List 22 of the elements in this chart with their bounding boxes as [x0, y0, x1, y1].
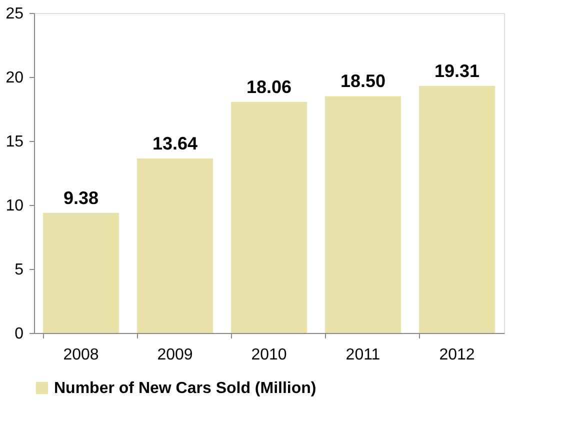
bar: [137, 158, 213, 333]
data-label: 9.38: [63, 188, 99, 208]
x-tick-label: 2010: [251, 346, 287, 364]
x-tick-label: 2012: [439, 346, 475, 364]
y-tick-label: 20: [6, 70, 24, 86]
y-tick-label: 15: [6, 134, 24, 150]
bar: [325, 96, 401, 333]
x-tick-label: 2009: [157, 346, 193, 364]
bar: [419, 86, 495, 333]
x-tick-label: 2011: [346, 346, 380, 364]
y-tick-label: 10: [6, 198, 24, 214]
data-label: 19.31: [434, 60, 480, 81]
data-label: 18.06: [246, 76, 292, 97]
bar: [43, 212, 119, 333]
legend-label: Number of New Cars Sold (Million): [54, 380, 316, 397]
y-tick-label: 0: [14, 326, 24, 342]
data-label: 18.50: [340, 71, 386, 92]
data-label: 13.64: [152, 133, 198, 154]
bar: [231, 102, 307, 333]
y-tick-label: 5: [14, 262, 24, 278]
x-tick-label: 2008: [63, 346, 99, 364]
y-tick-label: 25: [6, 6, 24, 22]
